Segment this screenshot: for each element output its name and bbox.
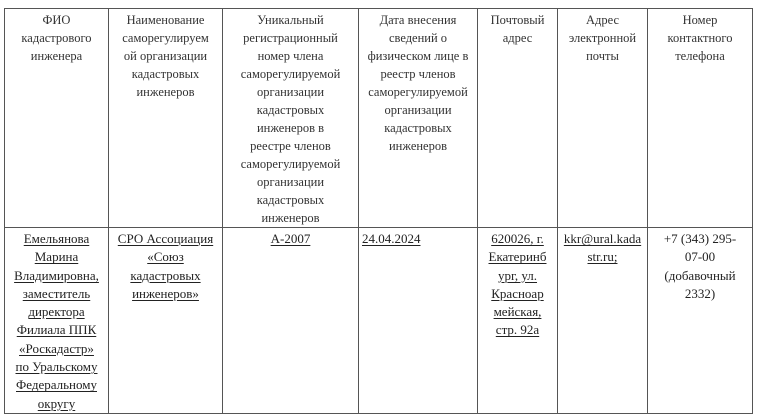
organization-name: СРО Ассоциация «Союз кадастровых инженер… (117, 231, 214, 301)
header-engineer-name: ФИО кадастрового инженера (4, 8, 109, 228)
header-registration-number: Уникальный регистрационный номер члена с… (222, 8, 359, 228)
header-email: Адрес электронной почты (557, 8, 648, 228)
header-organization: Наименование саморегулируем ой организац… (108, 8, 223, 228)
registry-date: 24.04.2024 (362, 231, 421, 246)
phone-number: +7 (343) 295- 07-00 (добавочный 2332) (663, 231, 737, 301)
cadastral-engineer-table: ФИО кадастрового инженера Наименование с… (4, 8, 753, 414)
engineer-name: Емельянова Марина Владимировна, заместит… (14, 231, 99, 411)
table-header-row: ФИО кадастрового инженера Наименование с… (4, 8, 753, 228)
header-postal-address: Почтовый адрес (477, 8, 558, 228)
header-registry-date: Дата внесения сведений о физическом лице… (358, 8, 478, 228)
email-link[interactable]: kkr@ural.kada str.ru; (563, 231, 642, 265)
header-phone: Номер контактного телефона (647, 8, 753, 228)
table-row: Емельянова Марина Владимировна, заместит… (4, 227, 753, 414)
postal-address: 620026, г. Екатеринб ург, ул. Красноар м… (488, 231, 547, 338)
registration-number: А-2007 (270, 231, 311, 246)
